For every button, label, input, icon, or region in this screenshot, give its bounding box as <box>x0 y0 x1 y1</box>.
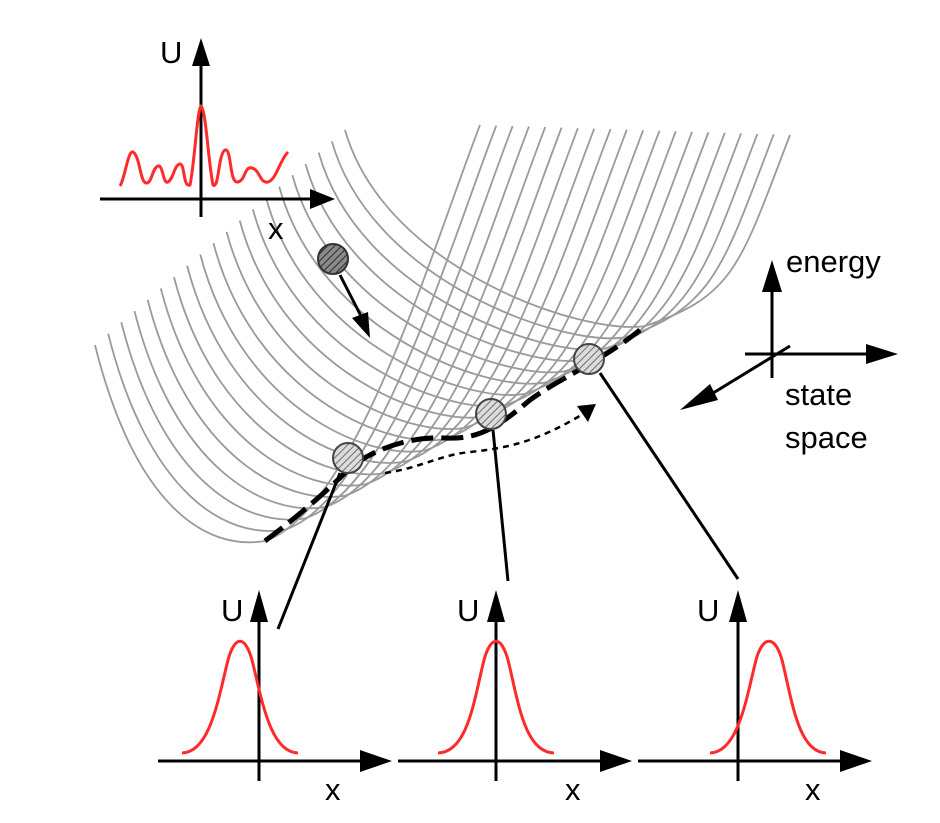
inset-left: U x <box>158 590 392 807</box>
inset-mid: U x <box>398 590 632 807</box>
connector-left <box>276 472 342 630</box>
inset-top-y-label: U <box>160 35 182 70</box>
inset-mid-y-label: U <box>457 593 479 628</box>
landscape-curve <box>265 131 693 396</box>
inset-left-gaussian <box>181 639 299 755</box>
landscape-curve <box>159 127 563 487</box>
valley-path <box>263 328 642 544</box>
inset-right-x-label: x <box>805 772 821 807</box>
inset-left-y-label: U <box>221 593 243 628</box>
trajectory-arrow <box>384 412 584 475</box>
inset-right-y-label: U <box>697 593 719 628</box>
connector-mid <box>491 429 510 582</box>
landscape-curve <box>330 134 775 340</box>
trajectory-arrowhead <box>577 404 596 422</box>
inset-right-gaussian <box>709 639 827 755</box>
landscape-curve <box>225 129 644 430</box>
ball-icon <box>317 243 370 338</box>
inset-left-x-label: x <box>325 772 341 807</box>
inset-mid-gaussian <box>437 639 555 755</box>
landscape-curve <box>344 129 791 328</box>
inset-right: U x <box>638 590 872 807</box>
landscape-curve <box>291 132 726 374</box>
energy-landscape-curves <box>94 124 791 544</box>
state-axis-label-line1: state <box>785 377 852 412</box>
landscape-curve <box>107 125 498 532</box>
landscape-curve <box>199 128 612 453</box>
inset-mid-x-label: x <box>565 772 581 807</box>
energy-axis-label: energy <box>786 244 881 279</box>
landscape-curve <box>120 125 514 521</box>
marker-mid-icon <box>475 398 507 430</box>
landscape-curve <box>146 126 547 498</box>
inset-top-profile <box>118 103 290 187</box>
landscape-curve <box>252 130 677 408</box>
landscape-curve <box>94 124 481 544</box>
landscape-curve <box>278 132 710 385</box>
landscape-curve <box>304 133 742 362</box>
landscape-curve <box>133 126 530 510</box>
inset-top-x-label: x <box>268 211 284 246</box>
state-axis-label-line2: space <box>785 420 868 455</box>
connector-right <box>598 372 740 580</box>
inset-top: U x <box>100 35 335 246</box>
marker-left-icon <box>332 442 364 474</box>
axes-legend: energy state space <box>680 244 898 455</box>
marker-right-icon <box>573 343 605 375</box>
landscape-curve <box>186 128 596 464</box>
